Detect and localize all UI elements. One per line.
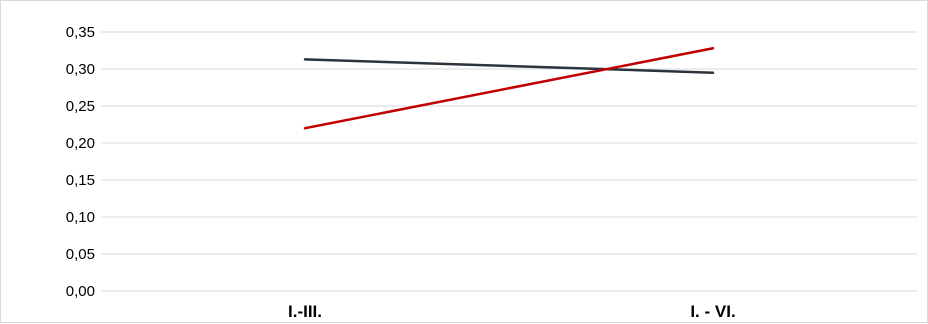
y-tick-label: 0,20 [66,135,95,152]
series-lines [303,47,715,130]
x-category-label: I. - VI. [690,302,735,321]
x-axis-category-labels: I.-III. I. - VI. [288,302,736,321]
y-tick-label: 0,10 [66,209,95,226]
gridlines [101,31,917,292]
y-tick-label: 0,15 [66,172,95,189]
y-tick-label: 0,30 [66,61,95,78]
series-line-1 [303,58,715,74]
series-line-2 [303,47,715,130]
y-tick-label: 0,25 [66,98,95,115]
y-tick-label: 0,00 [66,283,95,300]
y-tick-label: 0,35 [66,24,95,41]
y-axis-tick-labels: 0,00 0,05 0,10 0,15 0,20 0,25 0,30 0,35 [66,24,95,300]
x-category-label: I.-III. [288,302,322,321]
y-tick-label: 0,05 [66,246,95,263]
